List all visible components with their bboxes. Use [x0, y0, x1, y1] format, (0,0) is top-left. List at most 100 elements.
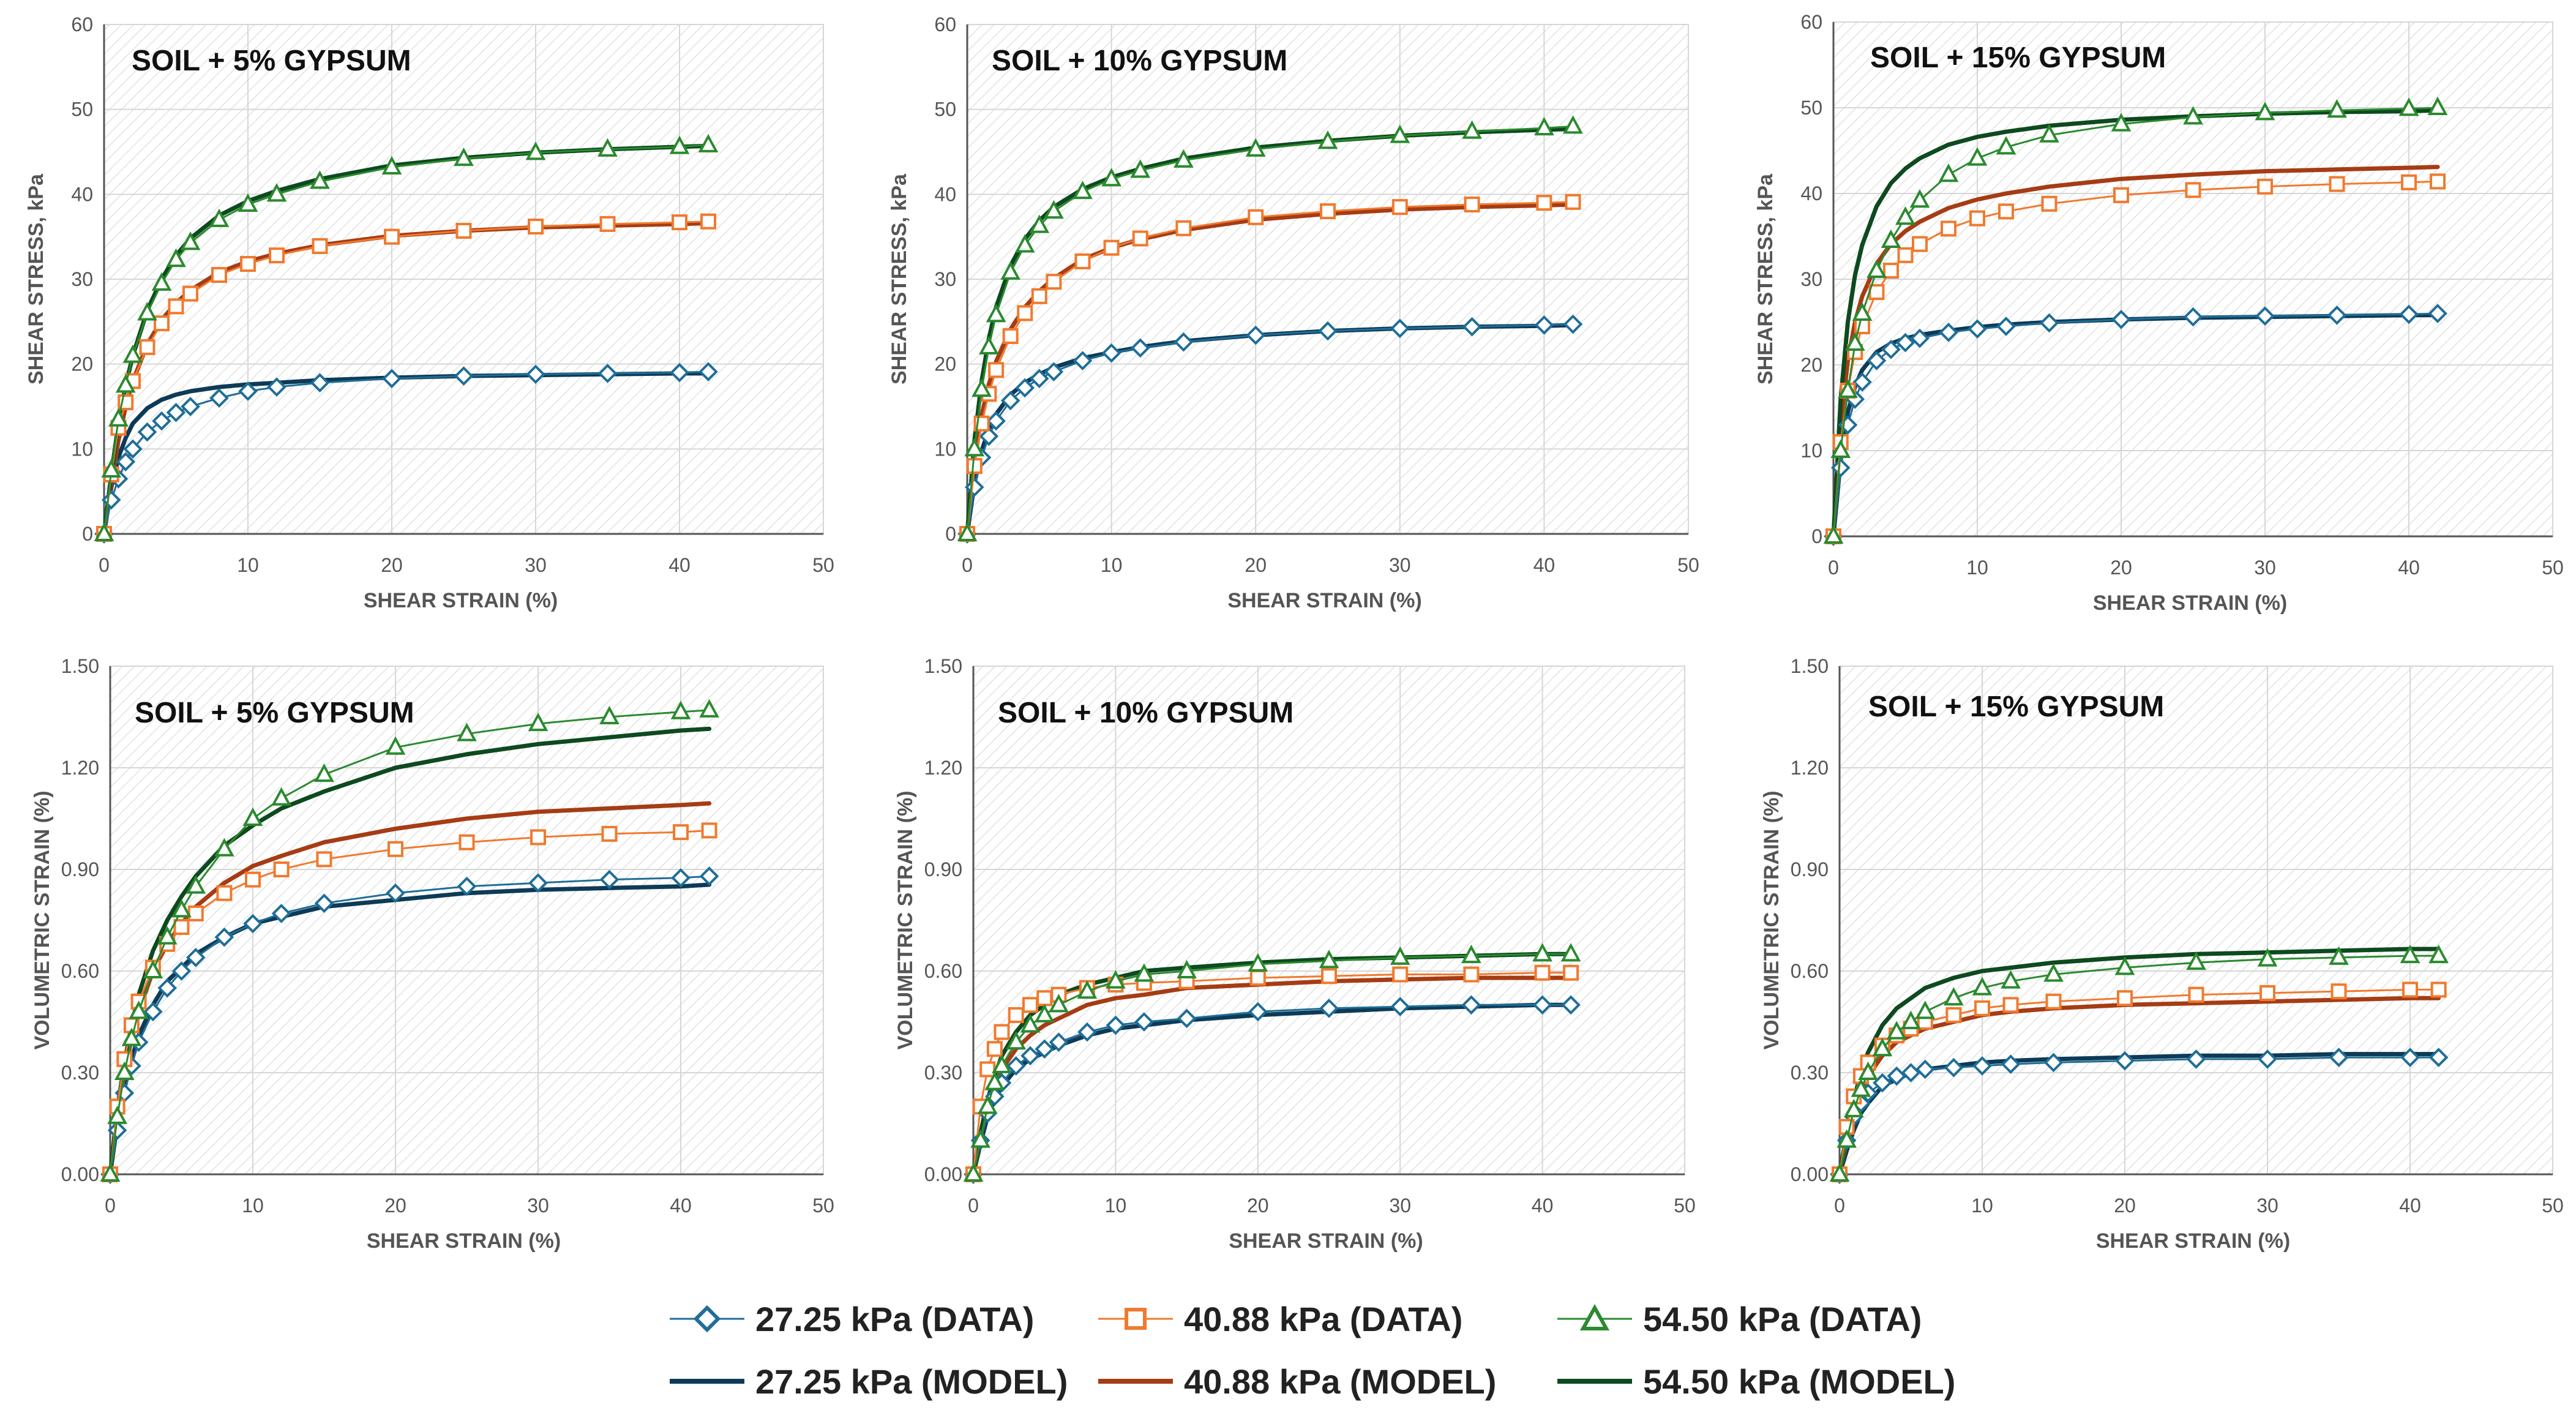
data-point-diamond	[152, 411, 171, 431]
data-point-triangle	[185, 875, 206, 894]
data-point-square	[1031, 288, 1047, 304]
data-point-triangle	[129, 1000, 149, 1019]
data-point-diamond	[157, 978, 178, 998]
y-tick-label: 40	[71, 183, 93, 205]
chart-title: SOIL + 10% GYPSUM	[992, 45, 1287, 77]
data-point-diamond	[2039, 313, 2059, 333]
data-point-triangle	[1844, 332, 1865, 351]
data-point-diamond	[528, 873, 548, 893]
y-tick-label: 1.20	[1791, 757, 1829, 779]
x-tick-label: 0	[962, 554, 973, 576]
data-point-triangle	[1944, 987, 1964, 1006]
data-point-diamond	[1006, 1056, 1026, 1076]
data-point-diamond	[181, 397, 200, 416]
y-tick-label: 0.30	[924, 1062, 962, 1084]
data-point-triangle	[963, 1163, 984, 1182]
y-tick-label: 0	[1811, 525, 1822, 547]
data-point-diamond	[116, 452, 136, 471]
data-point-diamond	[1077, 1022, 1097, 1042]
data-point-triangle	[1390, 946, 1410, 965]
data-point-square	[1534, 964, 1551, 981]
data-point-diamond	[1073, 351, 1093, 370]
data-point-diamond	[2399, 304, 2419, 324]
data-point-diamond	[699, 866, 719, 886]
data-point-triangle	[1830, 439, 1851, 458]
data-point-triangle	[1462, 120, 1482, 139]
data-point-diamond	[1461, 995, 1481, 1015]
data-point-triangle	[1532, 943, 1552, 962]
data-point-square	[2002, 997, 2019, 1013]
data-point-triangle	[970, 1129, 990, 1148]
data-point-diamond	[1968, 319, 1987, 339]
data-point-diamond	[137, 422, 157, 442]
chart-title: SOIL + 5% GYPSUM	[132, 45, 411, 77]
chart-title: SOIL + 5% GYPSUM	[135, 697, 414, 729]
x-tick-label: 50	[1677, 554, 1699, 576]
data-point-triangle	[1895, 206, 1915, 225]
y-axis-label: SHEAR STRESS, kPa	[24, 173, 48, 385]
data-point-triangle	[1851, 1078, 1871, 1097]
data-point-diamond	[1390, 318, 1410, 339]
data-point-triangle	[984, 1071, 1005, 1090]
data-point-square	[139, 339, 155, 355]
x-tick-label: 30	[1389, 554, 1411, 576]
data-point-square	[455, 222, 472, 239]
data-point-diamond	[1174, 332, 1194, 352]
data-point-diamond	[2428, 304, 2447, 323]
x-tick-label: 20	[2114, 1195, 2136, 1217]
data-point-diamond	[1020, 1046, 1040, 1066]
data-point-triangle	[1130, 159, 1151, 178]
data-point-diamond	[671, 868, 691, 888]
data-point-triangle	[977, 1095, 998, 1114]
square-marker-icon	[1098, 1308, 1173, 1330]
legend-item-27-data: 27.25 kPa (DATA)	[667, 1288, 1034, 1349]
data-point-square	[700, 213, 716, 230]
data-point-square	[273, 861, 290, 877]
line-swatch-icon	[1557, 1379, 1632, 1384]
x-tick-label: 30	[527, 1195, 549, 1217]
data-point-diamond	[1000, 391, 1020, 411]
x-tick-label: 10	[1101, 554, 1123, 576]
data-point-diamond	[310, 373, 330, 393]
x-tick-label: 40	[2398, 557, 2420, 579]
y-tick-label: 20	[1800, 354, 1822, 376]
x-tick-label: 0	[1834, 1195, 1845, 1217]
data-point-square	[1392, 966, 1409, 983]
data-point-triangle	[1077, 980, 1098, 999]
data-point-diamond	[1318, 321, 1338, 341]
data-point-square	[2401, 174, 2417, 190]
y-tick-label: 0.60	[61, 960, 99, 982]
legend-item-54-data: 54.50 kPa (DATA)	[1555, 1288, 1922, 1349]
y-tick-label: 30	[934, 268, 956, 290]
data-point-triangle	[2329, 946, 2349, 965]
legend-label: 27.25 kPa (DATA)	[755, 1299, 1035, 1338]
data-point-diamond	[2255, 306, 2275, 326]
data-point-diamond	[243, 913, 263, 934]
data-point-square	[2041, 195, 2057, 212]
data-point-diamond	[2186, 1049, 2206, 1069]
data-point-triangle	[238, 193, 258, 212]
x-tick-label: 40	[670, 1195, 692, 1217]
data-point-triangle	[669, 135, 690, 154]
y-tick-label: 0.00	[1791, 1163, 1829, 1185]
data-point-triangle	[2427, 96, 2448, 115]
data-point-square	[701, 822, 717, 839]
data-point-triangle	[1134, 963, 1155, 982]
data-point-square	[459, 834, 475, 850]
y-tick-label: 30	[1800, 268, 1822, 290]
data-point-diamond	[1901, 1063, 1921, 1082]
data-point-diamond	[1319, 999, 1339, 1018]
x-tick-label: 10	[1105, 1195, 1127, 1217]
data-point-triangle	[1248, 953, 1268, 972]
y-tick-label: 0.30	[1791, 1062, 1829, 1084]
data-point-triangle	[1073, 180, 1093, 200]
data-point-square	[1017, 305, 1033, 321]
data-point-square	[2045, 993, 2062, 1010]
data-point-triangle	[1101, 168, 1121, 187]
data-point-triangle	[1174, 149, 1194, 168]
data-point-square	[986, 1041, 1003, 1057]
y-tick-label: 50	[1800, 97, 1822, 119]
data-point-triangle	[1245, 138, 1266, 157]
x-tick-label: 10	[1966, 557, 1988, 579]
data-point-triangle	[1020, 1014, 1041, 1033]
